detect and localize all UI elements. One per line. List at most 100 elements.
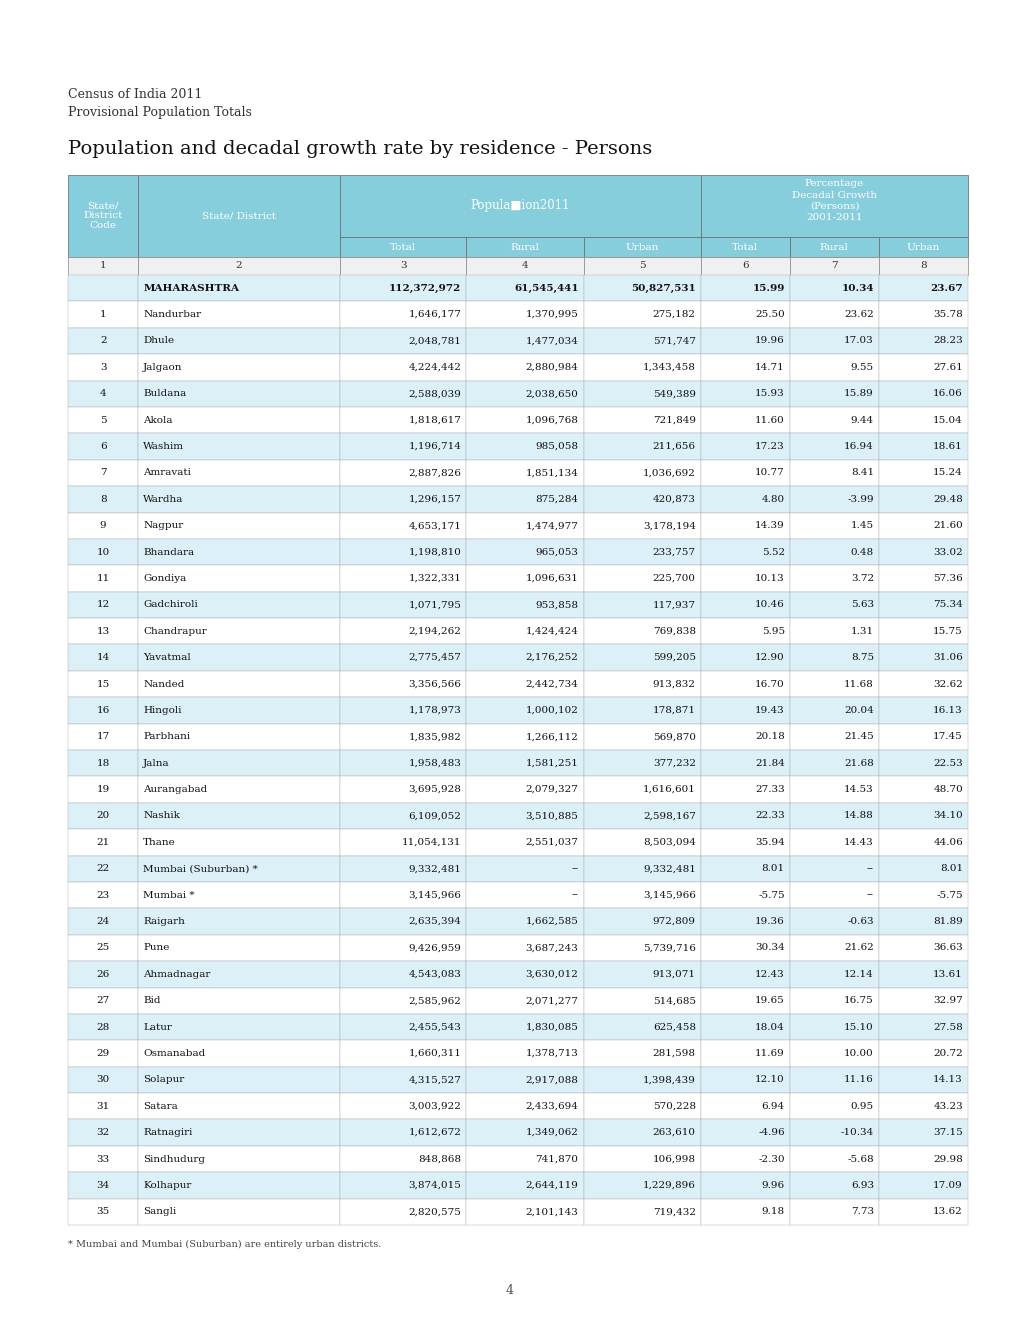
Text: 5: 5 bbox=[100, 416, 106, 425]
Bar bbox=[68, 486, 139, 512]
Text: 721,849: 721,849 bbox=[652, 416, 695, 425]
Bar bbox=[139, 327, 339, 354]
Bar bbox=[466, 882, 583, 908]
Bar bbox=[583, 750, 700, 776]
Bar bbox=[583, 1040, 700, 1067]
Bar bbox=[339, 935, 466, 961]
Text: Nandurbar: Nandurbar bbox=[144, 310, 201, 319]
Text: 2,551,037: 2,551,037 bbox=[525, 838, 578, 847]
Text: Bhandara: Bhandara bbox=[144, 548, 195, 557]
Text: 281,598: 281,598 bbox=[652, 1049, 695, 1057]
Bar bbox=[583, 512, 700, 539]
Bar bbox=[789, 1067, 878, 1093]
Text: 1,378,713: 1,378,713 bbox=[525, 1049, 578, 1057]
Text: 32: 32 bbox=[97, 1129, 110, 1137]
Bar bbox=[583, 776, 700, 803]
Text: 61,545,441: 61,545,441 bbox=[514, 284, 578, 293]
Bar bbox=[878, 750, 967, 776]
Text: Sindhudurg: Sindhudurg bbox=[144, 1155, 205, 1163]
Text: 3,687,243: 3,687,243 bbox=[525, 944, 578, 953]
Text: 11,054,131: 11,054,131 bbox=[401, 838, 461, 847]
Bar bbox=[339, 829, 466, 855]
Text: 4,315,527: 4,315,527 bbox=[409, 1076, 461, 1084]
Bar bbox=[339, 407, 466, 433]
Text: 26: 26 bbox=[97, 970, 110, 979]
Text: 81.89: 81.89 bbox=[932, 917, 962, 927]
Text: 4: 4 bbox=[505, 1283, 514, 1296]
Bar bbox=[339, 539, 466, 565]
Text: 16.13: 16.13 bbox=[932, 706, 962, 715]
Text: 31.06: 31.06 bbox=[932, 653, 962, 663]
Bar bbox=[700, 697, 789, 723]
Text: 23.67: 23.67 bbox=[929, 284, 962, 293]
Text: 17.45: 17.45 bbox=[932, 733, 962, 742]
Text: 275,182: 275,182 bbox=[652, 310, 695, 319]
Text: 1,343,458: 1,343,458 bbox=[642, 363, 695, 372]
Text: 972,809: 972,809 bbox=[652, 917, 695, 927]
Text: 14.71: 14.71 bbox=[754, 363, 784, 372]
Text: 1,296,157: 1,296,157 bbox=[409, 495, 461, 504]
Bar bbox=[700, 829, 789, 855]
Text: 6: 6 bbox=[100, 442, 106, 451]
Text: 3,145,966: 3,145,966 bbox=[642, 891, 695, 900]
Bar bbox=[339, 380, 466, 407]
Bar bbox=[700, 935, 789, 961]
Text: -10.34: -10.34 bbox=[840, 1129, 873, 1137]
Bar bbox=[68, 855, 139, 882]
Bar bbox=[789, 257, 878, 275]
Bar bbox=[789, 935, 878, 961]
Text: 3,178,194: 3,178,194 bbox=[642, 521, 695, 531]
Text: 8.75: 8.75 bbox=[850, 653, 873, 663]
Bar bbox=[789, 1040, 878, 1067]
Text: 7: 7 bbox=[100, 469, 106, 478]
Text: 48.70: 48.70 bbox=[932, 785, 962, 795]
Text: 4.80: 4.80 bbox=[761, 495, 784, 504]
Bar bbox=[339, 1067, 466, 1093]
Bar bbox=[139, 512, 339, 539]
Bar bbox=[339, 327, 466, 354]
Bar bbox=[878, 1146, 967, 1172]
Text: -5.75: -5.75 bbox=[935, 891, 962, 900]
Text: 16.70: 16.70 bbox=[754, 680, 784, 689]
Bar bbox=[139, 176, 339, 257]
Text: 10.77: 10.77 bbox=[754, 469, 784, 478]
Text: Bid: Bid bbox=[144, 997, 161, 1006]
Text: 9,426,959: 9,426,959 bbox=[409, 944, 461, 953]
Bar bbox=[339, 1014, 466, 1040]
Text: 3,145,966: 3,145,966 bbox=[409, 891, 461, 900]
Bar bbox=[68, 1119, 139, 1146]
Text: 6: 6 bbox=[741, 261, 748, 271]
Text: Mumbai (Suburban) *: Mumbai (Suburban) * bbox=[144, 865, 258, 874]
Text: Mumbai *: Mumbai * bbox=[144, 891, 195, 900]
Text: 14.88: 14.88 bbox=[844, 812, 873, 821]
Text: 3,695,928: 3,695,928 bbox=[409, 785, 461, 795]
Text: 11.60: 11.60 bbox=[754, 416, 784, 425]
Text: 17.23: 17.23 bbox=[754, 442, 784, 451]
Bar bbox=[466, 407, 583, 433]
Bar bbox=[339, 257, 466, 275]
Bar bbox=[466, 855, 583, 882]
Bar bbox=[583, 697, 700, 723]
Text: 769,838: 769,838 bbox=[652, 627, 695, 636]
Text: -2.30: -2.30 bbox=[757, 1155, 784, 1163]
Text: Ahmadnagar: Ahmadnagar bbox=[144, 970, 211, 979]
Text: 1,612,672: 1,612,672 bbox=[409, 1129, 461, 1137]
Text: 11.68: 11.68 bbox=[844, 680, 873, 689]
Text: 112,372,972: 112,372,972 bbox=[389, 284, 461, 293]
Bar bbox=[68, 275, 139, 301]
Bar bbox=[789, 539, 878, 565]
Bar bbox=[339, 301, 466, 327]
Text: 15.99: 15.99 bbox=[752, 284, 784, 293]
Bar bbox=[789, 433, 878, 459]
Text: 1,178,973: 1,178,973 bbox=[409, 706, 461, 715]
Text: 16.75: 16.75 bbox=[844, 997, 873, 1006]
Bar bbox=[700, 803, 789, 829]
Bar bbox=[68, 354, 139, 380]
Bar bbox=[339, 908, 466, 935]
Text: 8: 8 bbox=[919, 261, 926, 271]
Bar bbox=[700, 591, 789, 618]
Text: 1,958,483: 1,958,483 bbox=[409, 759, 461, 768]
Bar bbox=[68, 961, 139, 987]
Bar bbox=[68, 1014, 139, 1040]
Text: 27.61: 27.61 bbox=[932, 363, 962, 372]
